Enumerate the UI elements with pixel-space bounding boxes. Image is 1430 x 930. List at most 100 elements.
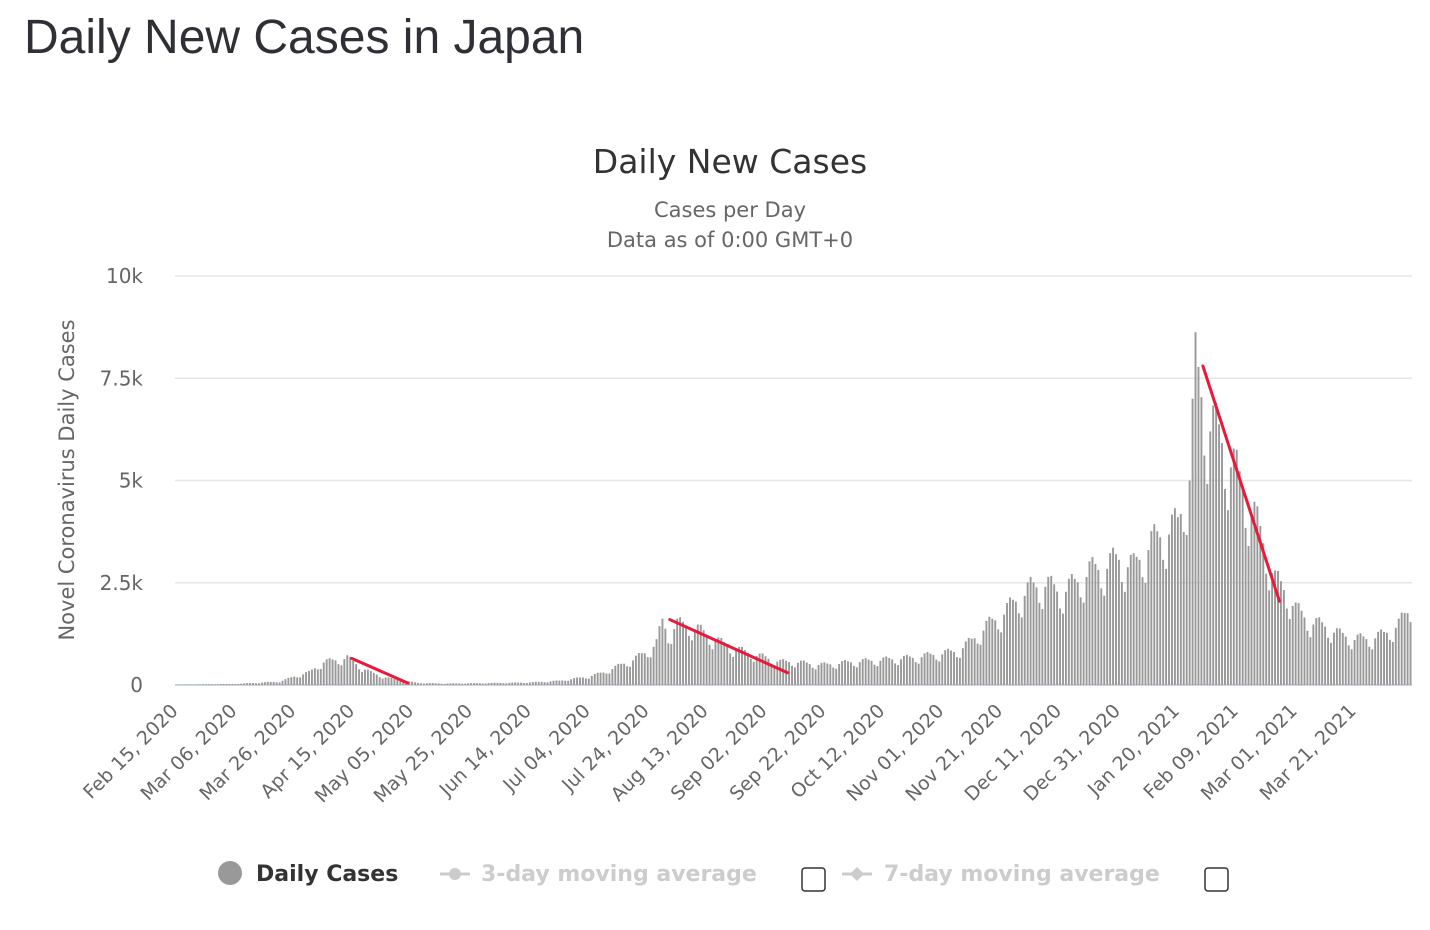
bar[interactable] (1132, 553, 1135, 685)
bar[interactable] (343, 659, 346, 685)
bar[interactable] (1147, 550, 1150, 685)
bar[interactable] (1212, 405, 1215, 685)
bar[interactable] (1224, 488, 1226, 685)
bar[interactable] (658, 626, 661, 685)
bar[interactable] (897, 665, 900, 685)
bar[interactable] (855, 667, 858, 685)
bar[interactable] (690, 640, 693, 685)
bar[interactable] (649, 657, 652, 685)
bar[interactable] (390, 677, 393, 685)
bar[interactable] (1123, 591, 1126, 685)
bar[interactable] (281, 680, 284, 685)
bar[interactable] (1359, 633, 1362, 685)
bar[interactable] (1000, 632, 1003, 685)
bar[interactable] (1409, 622, 1412, 685)
bar[interactable] (1050, 575, 1053, 685)
bar[interactable] (1153, 524, 1156, 685)
bar[interactable] (573, 678, 576, 685)
bar[interactable] (687, 635, 690, 685)
bar[interactable] (817, 665, 820, 685)
bar[interactable] (776, 661, 779, 685)
bar[interactable] (1035, 587, 1038, 685)
bar[interactable] (1053, 584, 1056, 685)
bar[interactable] (1041, 609, 1044, 685)
bar[interactable] (1327, 637, 1330, 685)
bar[interactable] (305, 672, 308, 685)
bar[interactable] (1141, 577, 1144, 685)
bar[interactable] (1162, 559, 1165, 685)
bar[interactable] (1185, 535, 1188, 685)
bar[interactable] (1256, 506, 1259, 685)
bar[interactable] (1091, 557, 1094, 685)
legend-item-3-day-average[interactable]: 3-day moving average (440, 862, 826, 892)
bar[interactable] (655, 639, 658, 685)
bar[interactable] (428, 683, 431, 685)
bar[interactable] (493, 682, 496, 685)
bar[interactable] (1017, 613, 1020, 685)
bar[interactable] (528, 682, 531, 685)
bar[interactable] (1297, 603, 1300, 685)
bar[interactable] (260, 682, 263, 685)
bar[interactable] (1279, 581, 1282, 685)
bar[interactable] (340, 665, 343, 685)
bar[interactable] (629, 666, 631, 685)
bar[interactable] (1215, 402, 1218, 685)
bar[interactable] (732, 656, 735, 685)
bar[interactable] (449, 683, 452, 685)
bar[interactable] (1241, 489, 1244, 685)
bar[interactable] (1380, 629, 1383, 685)
bar[interactable] (1076, 582, 1079, 685)
bar[interactable] (1173, 508, 1176, 685)
bar[interactable] (558, 680, 561, 685)
bar[interactable] (961, 648, 964, 685)
bar[interactable] (832, 667, 835, 685)
bar[interactable] (481, 683, 484, 685)
bar[interactable] (225, 683, 228, 685)
bar[interactable] (646, 657, 649, 685)
bar[interactable] (237, 684, 240, 685)
bar[interactable] (1188, 480, 1191, 686)
bar[interactable] (749, 658, 752, 685)
bar[interactable] (1126, 567, 1129, 685)
bar[interactable] (417, 682, 419, 685)
bar[interactable] (552, 680, 555, 685)
bar[interactable] (322, 662, 325, 685)
bar[interactable] (1117, 559, 1120, 685)
bar[interactable] (1020, 617, 1023, 685)
bar[interactable] (1250, 513, 1253, 685)
bar[interactable] (1374, 638, 1377, 685)
bar[interactable] (393, 678, 396, 685)
bar[interactable] (1056, 591, 1059, 685)
bar[interactable] (917, 663, 920, 685)
bar[interactable] (399, 681, 402, 685)
bar[interactable] (446, 683, 449, 685)
bar[interactable] (788, 662, 791, 685)
bar[interactable] (820, 662, 823, 685)
bar[interactable] (1171, 514, 1173, 685)
bar[interactable] (791, 665, 793, 685)
bar[interactable] (1397, 618, 1400, 685)
bar[interactable] (207, 684, 210, 685)
bar[interactable] (434, 683, 437, 685)
bar[interactable] (537, 681, 540, 685)
bar[interactable] (976, 643, 979, 685)
bar[interactable] (381, 678, 384, 685)
bar[interactable] (213, 684, 216, 685)
bar[interactable] (1321, 622, 1324, 685)
bar[interactable] (808, 664, 811, 685)
bar[interactable] (1150, 531, 1153, 685)
bar[interactable] (599, 672, 602, 685)
bar[interactable] (375, 674, 378, 685)
bar[interactable] (272, 681, 275, 685)
bar[interactable] (637, 653, 640, 685)
bar[interactable] (923, 653, 926, 685)
bar[interactable] (844, 660, 846, 685)
bar[interactable] (1138, 559, 1141, 685)
bar[interactable] (1362, 636, 1365, 685)
bar[interactable] (1182, 532, 1185, 685)
bar[interactable] (944, 650, 947, 685)
bar[interactable] (849, 662, 852, 685)
bar[interactable] (310, 669, 313, 685)
bar[interactable] (805, 662, 808, 685)
bar[interactable] (1197, 366, 1200, 685)
